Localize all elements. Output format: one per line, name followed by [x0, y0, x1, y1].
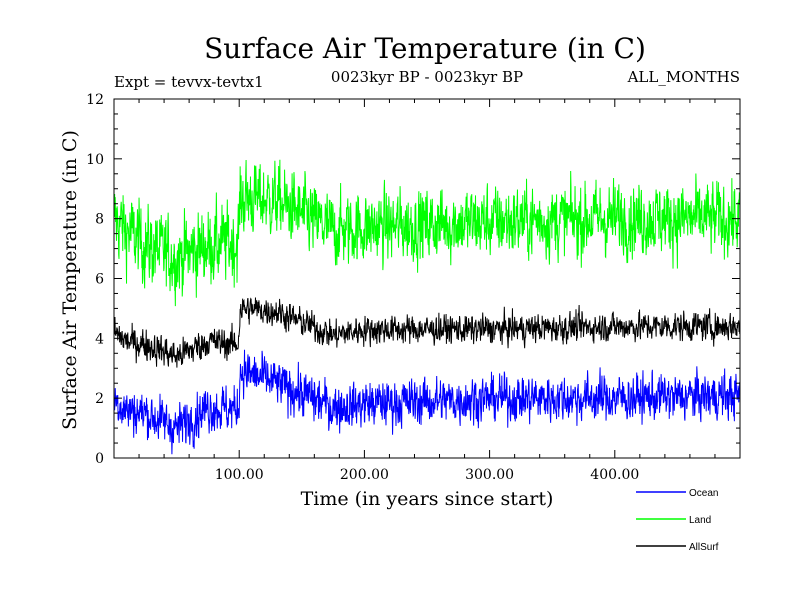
chart-subtitle-center: 0023kyr BP - 0023kyr BP [331, 68, 523, 86]
legend-label-land: Land [689, 515, 711, 526]
x-tick-label: 200.00 [340, 467, 389, 483]
y-tick-label: 0 [95, 451, 104, 467]
axes: 0 2 4 6 8 10 12 100.00 200.00 300.00 400.00 [86, 92, 741, 483]
series-layer [113, 159, 741, 455]
y-tick-label: 4 [95, 331, 104, 347]
x-tick-label: 300.00 [465, 467, 514, 483]
x-axis-label: Time (in years since start) [301, 488, 554, 510]
legend-label-allsurf: AllSurf [689, 542, 719, 553]
y-tick-label: 10 [86, 152, 104, 168]
series-line-ocean [113, 349, 741, 455]
series-line-land [113, 159, 741, 307]
chart-subtitle-left: Expt = tevvx-tevtx1 [114, 73, 264, 91]
series-line-allsurf [113, 297, 741, 368]
x-tick-label: 100.00 [215, 467, 264, 483]
legend: Ocean Land AllSurf [636, 488, 719, 553]
chart-title: Surface Air Temperature (in C) [204, 32, 646, 65]
legend-label-ocean: Ocean [689, 488, 718, 499]
chart-subtitle-right: ALL_MONTHS [627, 68, 740, 86]
y-tick-label: 12 [86, 92, 104, 108]
y-tick-label: 2 [95, 391, 104, 407]
y-tick-label: 8 [95, 212, 104, 228]
y-tick-label: 6 [95, 272, 104, 288]
y-axis-label: Surface Air Temperature (in C) [59, 130, 81, 430]
x-tick-label: 400.00 [590, 467, 639, 483]
